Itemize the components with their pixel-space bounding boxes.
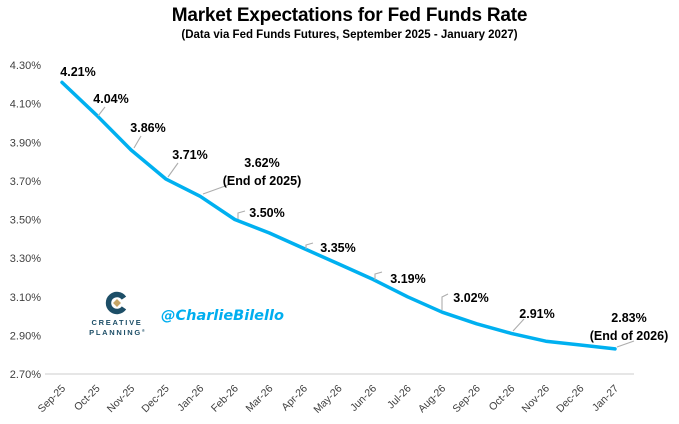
data-point-sublabel: (End of 2026)	[590, 329, 669, 343]
y-tick-label: 3.90%	[10, 137, 41, 149]
x-tick-label: Feb-26	[209, 383, 241, 415]
x-tick-label: Sep-25	[36, 383, 69, 416]
x-tick-label: Aug-26	[416, 383, 449, 416]
leader-line	[133, 135, 142, 149]
series-line	[60, 80, 617, 351]
data-point-label: 4.21%	[60, 65, 95, 79]
data-point-label: 3.50%	[249, 206, 284, 220]
trademark-symbol: ®	[141, 327, 145, 333]
x-tick-label: Dec-26	[554, 383, 587, 416]
x-tick-label: Nov-26	[520, 383, 553, 416]
y-tick-label: 4.30%	[10, 60, 41, 72]
leader-line	[97, 106, 106, 117]
leader-line	[167, 162, 179, 178]
leader-line	[512, 318, 525, 332]
chart-subtitle: (Data via Fed Funds Futures, September 2…	[181, 29, 518, 41]
leader-line	[441, 293, 449, 310]
data-point-label: 3.19%	[390, 272, 425, 286]
logo-text-creative: CREATIVE	[91, 318, 143, 327]
x-tick-label: Jan-27	[590, 383, 621, 414]
data-point-label: 2.83%	[611, 311, 646, 325]
leader-line	[202, 184, 229, 195]
y-tick-label: 2.70%	[10, 369, 41, 381]
y-tick-label: 3.70%	[10, 176, 41, 188]
leader-line	[374, 271, 383, 280]
data-point-label: 2.91%	[519, 307, 554, 321]
x-tick-label: Dec-25	[139, 383, 172, 416]
y-tick-label: 2.90%	[10, 330, 41, 342]
x-tick-label: Oct-26	[487, 383, 518, 414]
x-tick-label: Apr-26	[279, 383, 310, 414]
y-tick-label: 4.10%	[10, 99, 41, 111]
y-tick-label: 3.10%	[10, 292, 41, 304]
data-point-label: 3.86%	[130, 121, 165, 135]
y-tick-label: 3.50%	[10, 215, 41, 227]
x-tick-label: Oct-25	[72, 383, 103, 414]
chart-title: Market Expectations for Fed Funds Rate	[171, 5, 528, 26]
creative-planning-c-icon	[105, 291, 127, 315]
leader-line	[305, 242, 314, 249]
leader-line	[237, 210, 246, 219]
charliebilello-watermark: @CharlieBilello	[161, 308, 284, 324]
data-point-label: 3.62%	[244, 156, 279, 170]
data-point-label: 3.71%	[172, 148, 207, 162]
data-point-label: 3.02%	[453, 291, 488, 305]
x-tick-label: Nov-25	[105, 383, 138, 416]
x-tick-label: Mar-26	[243, 383, 275, 415]
data-point-label: 3.35%	[320, 241, 355, 255]
data-point-sublabel: (End of 2025)	[223, 174, 302, 188]
x-tick-label: Jun-26	[348, 383, 379, 414]
leader-line	[616, 340, 635, 348]
data-point-label: 4.04%	[93, 92, 128, 106]
x-tick-label: Sep-26	[450, 383, 483, 416]
x-tick-label: Jan-26	[175, 383, 206, 414]
creative-planning-logo: CREATIVE PLANNING®	[84, 290, 150, 336]
x-tick-label: Jul-26	[385, 383, 414, 412]
y-tick-label: 3.30%	[10, 253, 41, 265]
x-tick-label: May-26	[311, 383, 344, 416]
logo-text-planning: PLANNING®	[89, 327, 145, 337]
